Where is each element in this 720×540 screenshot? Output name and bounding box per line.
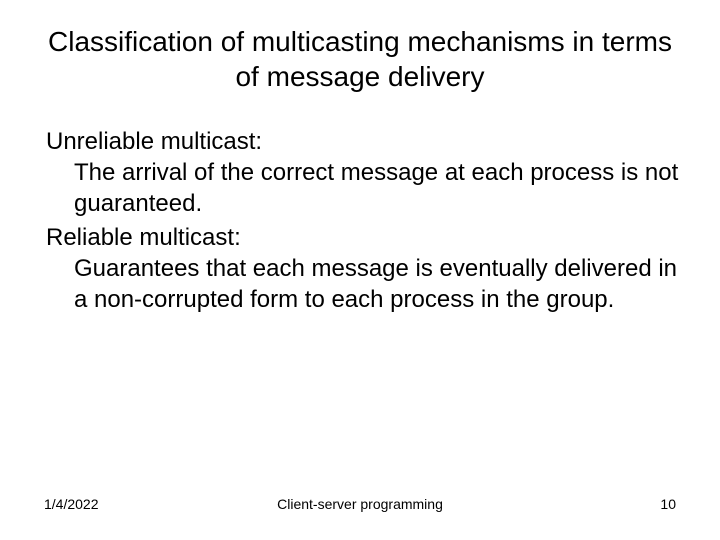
footer: 1/4/2022 Client-server programming 10: [0, 496, 720, 512]
slide: Classification of multicasting mechanism…: [0, 0, 720, 540]
slide-title: Classification of multicasting mechanism…: [40, 24, 680, 94]
footer-date: 1/4/2022: [44, 496, 99, 512]
term-unreliable: Unreliable multicast:: [46, 126, 680, 157]
footer-center: Client-server programming: [277, 496, 443, 512]
slide-body: Unreliable multicast: The arrival of the…: [40, 126, 680, 315]
desc-reliable: Guarantees that each message is eventual…: [46, 253, 680, 315]
desc-unreliable: The arrival of the correct message at ea…: [46, 157, 680, 219]
term-reliable: Reliable multicast:: [46, 222, 680, 253]
footer-page-number: 10: [660, 496, 676, 512]
